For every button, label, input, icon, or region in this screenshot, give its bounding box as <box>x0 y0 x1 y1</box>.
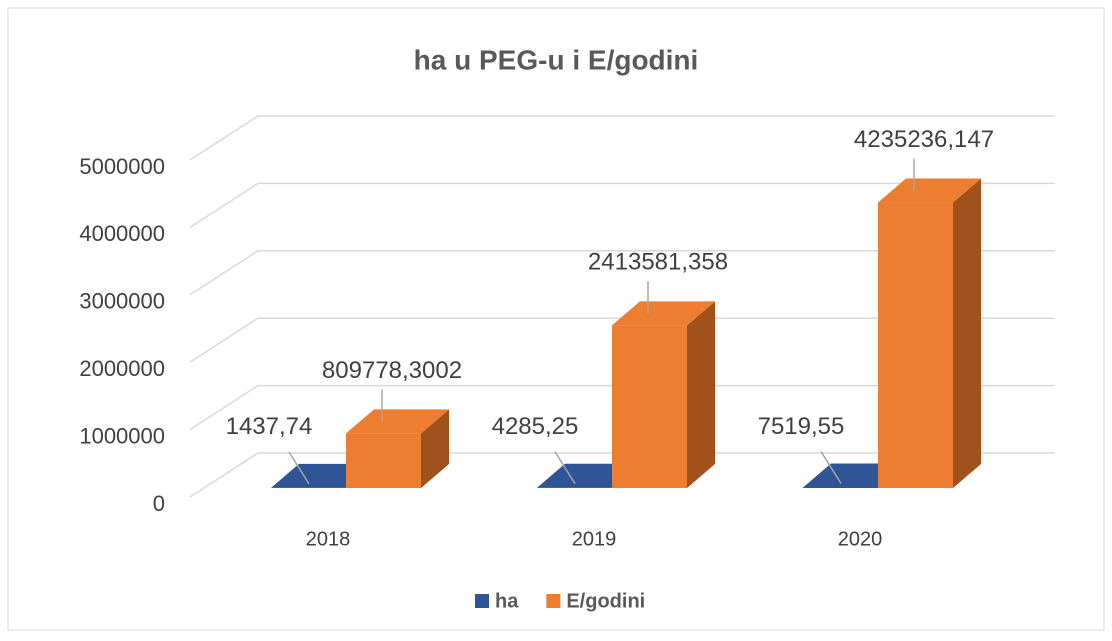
data-label: 809778,3002 <box>322 357 462 384</box>
bar-side <box>687 301 715 488</box>
data-label: 4285,25 <box>492 413 579 440</box>
y-tick-label: 0 <box>153 491 165 516</box>
y-tick-label: 2000000 <box>79 356 165 381</box>
legend-label: E/godini <box>566 590 645 612</box>
bar <box>346 433 421 488</box>
chart-title: ha u PEG-u i E/godini <box>414 44 699 75</box>
y-tick-label: 4000000 <box>79 221 165 246</box>
bar <box>803 487 878 488</box>
bar <box>878 203 953 488</box>
x-tick-label: 2019 <box>572 528 617 550</box>
x-tick-label: 2020 <box>838 528 883 550</box>
legend-swatch <box>546 594 560 608</box>
bar-side <box>953 179 981 488</box>
data-label: 4235236,147 <box>854 126 994 153</box>
x-tick-label: 2018 <box>306 528 351 550</box>
bar <box>612 325 687 488</box>
data-label: 7519,55 <box>758 413 845 440</box>
y-tick-label: 5000000 <box>79 154 165 179</box>
data-label: 1437,74 <box>226 413 313 440</box>
y-tick-label: 1000000 <box>79 423 165 448</box>
legend-label: ha <box>495 590 519 612</box>
legend-swatch <box>475 594 489 608</box>
y-tick-label: 3000000 <box>79 289 165 314</box>
data-label: 2413581,358 <box>588 249 728 276</box>
